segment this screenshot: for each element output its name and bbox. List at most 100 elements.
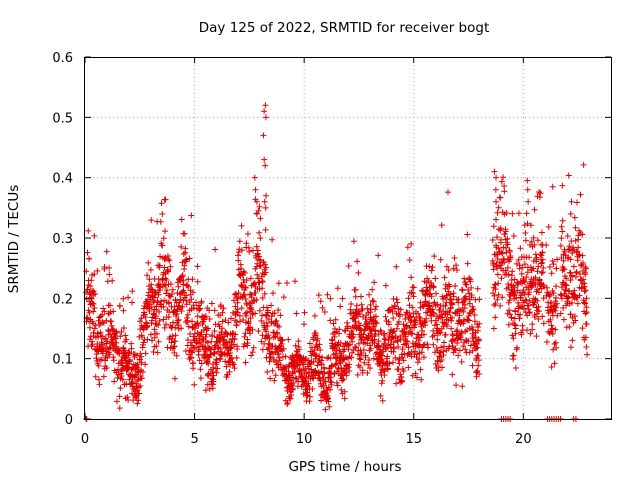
data-point xyxy=(144,323,151,330)
data-point xyxy=(253,243,260,250)
data-point xyxy=(310,336,317,343)
data-point xyxy=(178,325,185,332)
data-point xyxy=(88,277,95,284)
data-point xyxy=(491,292,498,299)
data-point xyxy=(520,287,527,294)
data-point xyxy=(104,338,111,345)
data-point xyxy=(406,309,413,316)
data-point xyxy=(145,259,152,266)
x-tick-label: 15 xyxy=(405,432,422,447)
data-point xyxy=(426,263,433,270)
data-point xyxy=(275,307,282,314)
data-point xyxy=(491,168,498,175)
data-point xyxy=(414,374,421,381)
data-point xyxy=(327,355,334,362)
data-point xyxy=(235,252,242,259)
data-point xyxy=(226,368,233,375)
chart-title: Day 125 of 2022, SRMTID for receiver bog… xyxy=(199,20,489,36)
data-point xyxy=(179,273,186,280)
data-point xyxy=(553,300,560,307)
data-point xyxy=(116,303,123,310)
data-point xyxy=(417,366,424,373)
data-point xyxy=(175,316,182,323)
data-point xyxy=(326,403,333,410)
data-point xyxy=(336,326,343,333)
data-point xyxy=(417,299,424,306)
data-point xyxy=(108,322,115,329)
data-point xyxy=(506,297,513,304)
data-point xyxy=(106,271,113,278)
y-axis-title: SRMTID / TECUs xyxy=(6,185,22,293)
data-point xyxy=(364,370,371,377)
data-point xyxy=(277,312,284,319)
data-point xyxy=(538,229,545,236)
data-point xyxy=(414,351,421,358)
data-point xyxy=(467,342,474,349)
data-point xyxy=(163,321,169,328)
data-point xyxy=(125,350,132,357)
data-point xyxy=(329,362,336,369)
data-point xyxy=(172,332,179,339)
data-point xyxy=(432,290,439,297)
data-point xyxy=(216,355,223,362)
data-point xyxy=(232,331,239,338)
data-point xyxy=(190,360,197,367)
data-point xyxy=(379,352,386,359)
data-point xyxy=(169,286,176,293)
data-point xyxy=(204,381,211,388)
data-point xyxy=(387,341,394,348)
data-point xyxy=(494,264,501,271)
data-point xyxy=(402,315,409,322)
data-point xyxy=(234,346,241,353)
data-point xyxy=(583,344,590,351)
data-point xyxy=(185,323,192,330)
data-point xyxy=(293,375,300,382)
data-point xyxy=(161,228,168,235)
y-tick-label: 0 xyxy=(65,413,73,428)
data-point xyxy=(495,280,502,287)
data-point xyxy=(469,323,476,330)
data-point xyxy=(138,359,145,366)
data-point xyxy=(129,380,136,387)
data-point xyxy=(518,292,525,299)
data-point xyxy=(236,246,243,253)
data-point xyxy=(568,198,575,205)
data-point xyxy=(452,283,459,290)
data-point xyxy=(524,186,531,193)
data-point xyxy=(259,295,266,302)
data-point xyxy=(247,330,254,337)
data-point xyxy=(351,344,358,351)
data-point xyxy=(466,317,473,324)
data-point xyxy=(162,282,169,289)
x-tick-label: 10 xyxy=(296,432,313,447)
data-point xyxy=(552,326,559,333)
data-point xyxy=(219,325,226,332)
data-point xyxy=(527,222,534,229)
data-point xyxy=(256,307,263,314)
data-point xyxy=(282,353,289,360)
data-point xyxy=(448,317,455,324)
data-point xyxy=(426,302,433,309)
data-point xyxy=(184,337,191,344)
data-point xyxy=(90,300,97,307)
data-point xyxy=(372,328,379,335)
data-point xyxy=(230,361,237,368)
data-point xyxy=(511,276,518,283)
data-point xyxy=(436,306,443,313)
data-point xyxy=(106,328,113,335)
data-point xyxy=(435,367,442,374)
data-point xyxy=(518,331,525,338)
data-point xyxy=(194,263,201,270)
data-point xyxy=(419,327,426,334)
data-point xyxy=(146,276,153,283)
data-point xyxy=(453,296,460,303)
data-point xyxy=(137,326,144,333)
data-point xyxy=(253,198,260,205)
data-point xyxy=(355,269,362,276)
data-point xyxy=(507,253,514,260)
y-tick-label: 0.6 xyxy=(52,51,73,66)
data-point xyxy=(378,328,385,335)
data-point xyxy=(311,312,318,319)
data-point xyxy=(538,259,545,266)
data-point xyxy=(94,267,101,274)
